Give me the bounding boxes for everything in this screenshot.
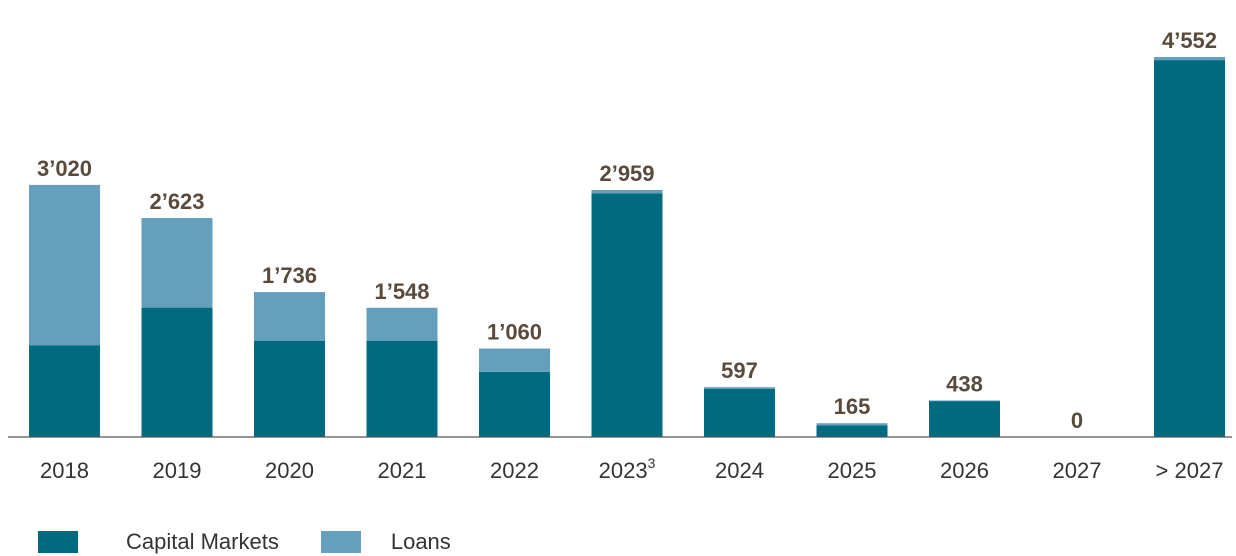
total-label-10: 4’552 bbox=[1162, 28, 1217, 53]
x-tick-label-6: 2024 bbox=[715, 458, 764, 483]
total-label-0: 3’020 bbox=[37, 156, 92, 181]
x-tick-label-9: 2027 bbox=[1053, 458, 1102, 483]
bar-loans-2 bbox=[254, 292, 325, 341]
bar-loans-0 bbox=[29, 184, 100, 346]
total-label-6: 597 bbox=[721, 358, 758, 383]
total-label-9: 0 bbox=[1071, 408, 1083, 433]
bar-capital-markets-2 bbox=[254, 341, 325, 437]
x-tick-label-10: > 2027 bbox=[1156, 458, 1224, 483]
maturity-chart: 3’020 2018 2’623 2019 1’736 2020 1’548 2021 1’06… bbox=[8, 28, 1232, 483]
bar-capital-markets-10 bbox=[1154, 60, 1225, 438]
bar-capital-markets-7 bbox=[816, 425, 888, 437]
total-label-1: 2’623 bbox=[149, 189, 204, 214]
bars-layer bbox=[29, 57, 1225, 438]
total-label-3: 1’548 bbox=[374, 279, 429, 304]
total-label-8: 438 bbox=[946, 371, 983, 396]
legend-item-loans: Loans bbox=[320, 529, 451, 555]
legend-swatch-loans bbox=[320, 531, 361, 553]
bar-loans-5 bbox=[591, 189, 663, 194]
x-tick-superscript-5: 3 bbox=[648, 455, 656, 471]
legend-label-capital-markets: Capital Markets bbox=[126, 529, 279, 554]
x-tick-label-0: 2018 bbox=[40, 458, 89, 483]
labels-layer: 3’020 2018 2’623 2019 1’736 2020 1’548 2021 1’06… bbox=[37, 28, 1223, 483]
bar-loans-1 bbox=[141, 218, 213, 308]
legend: Capital Markets Loans bbox=[38, 528, 493, 556]
legend-swatch-capital-markets bbox=[38, 531, 78, 553]
bar-capital-markets-3 bbox=[366, 341, 438, 437]
bar-capital-markets-4 bbox=[479, 371, 550, 437]
bar-capital-markets-0 bbox=[29, 345, 100, 437]
x-tick-label-5: 20233 bbox=[599, 455, 656, 483]
x-tick-label-1: 2019 bbox=[153, 458, 202, 483]
bar-loans-8 bbox=[929, 400, 1000, 402]
bar-capital-markets-6 bbox=[704, 389, 775, 437]
x-tick-label-7: 2025 bbox=[828, 458, 877, 483]
total-label-7: 165 bbox=[834, 394, 871, 419]
bar-capital-markets-1 bbox=[141, 307, 213, 437]
legend-label-loans: Loans bbox=[390, 529, 451, 554]
bar-loans-4 bbox=[479, 348, 550, 372]
total-label-2: 1’736 bbox=[262, 263, 317, 288]
bar-capital-markets-5 bbox=[591, 193, 663, 437]
bar-loans-3 bbox=[366, 307, 438, 341]
bar-loans-6 bbox=[704, 387, 775, 389]
bar-loans-7 bbox=[816, 423, 888, 426]
legend-item-capital-markets: Capital Markets bbox=[38, 529, 279, 555]
x-tick-label-8: 2026 bbox=[940, 458, 989, 483]
total-label-4: 1’060 bbox=[487, 320, 542, 345]
x-tick-label-2: 2020 bbox=[265, 458, 314, 483]
total-label-5: 2’959 bbox=[599, 161, 654, 186]
x-tick-label-3: 2021 bbox=[378, 458, 427, 483]
bar-loans-10 bbox=[1154, 57, 1225, 61]
x-tick-label-4: 2022 bbox=[490, 458, 539, 483]
bar-capital-markets-8 bbox=[929, 401, 1000, 437]
